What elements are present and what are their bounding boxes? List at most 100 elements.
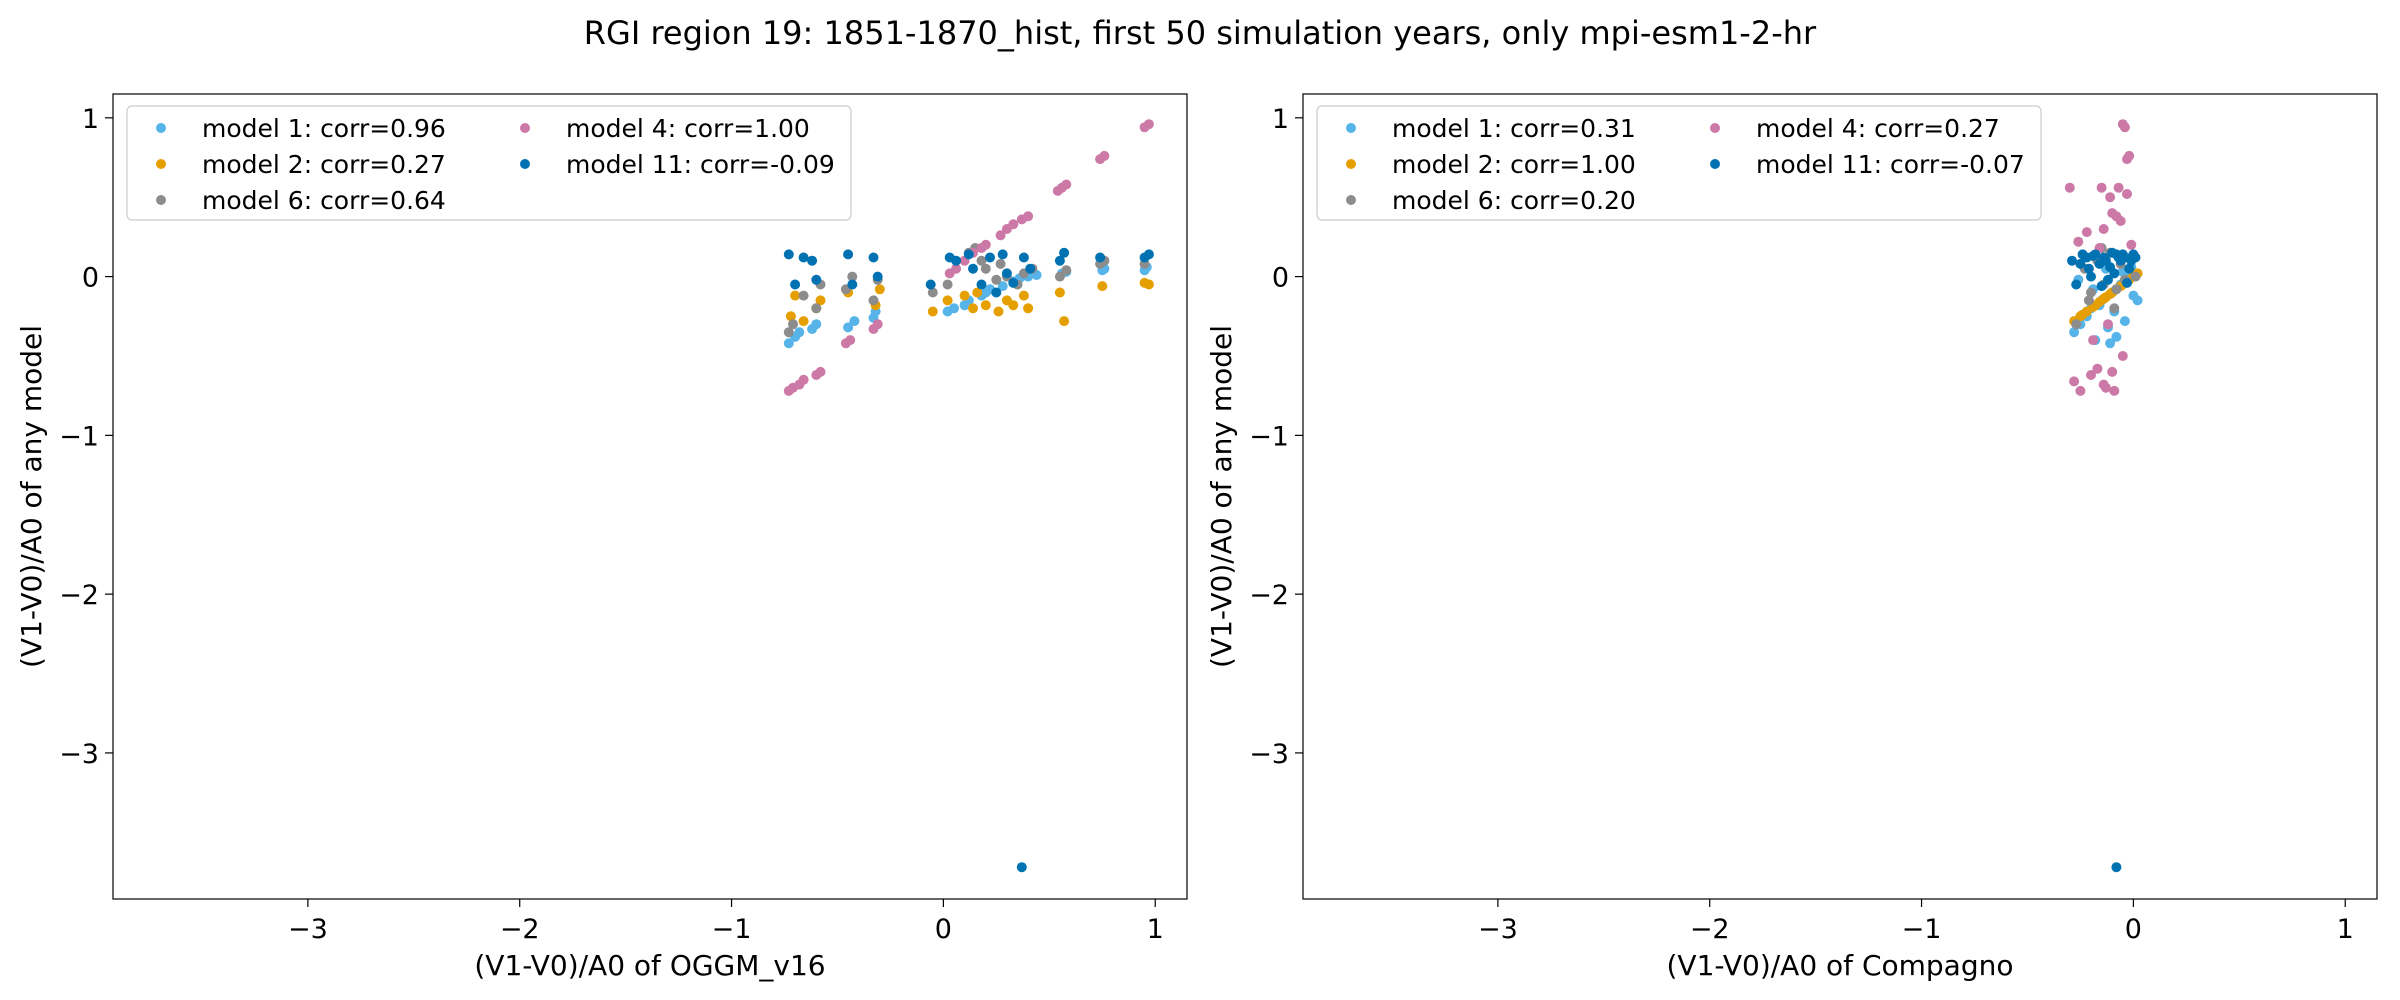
point-left-s4-26 bbox=[1143, 249, 1154, 260]
point-right-s1-14 bbox=[2098, 293, 2109, 304]
point-left-s4-0 bbox=[783, 249, 794, 260]
point-right-s4-8 bbox=[2103, 274, 2113, 285]
point-left-s0-4 bbox=[811, 319, 822, 330]
point-right-s3-4 bbox=[2086, 370, 2096, 380]
point-left-s4-24 bbox=[1095, 252, 1106, 263]
point-left-s2-22 bbox=[1061, 265, 1072, 276]
point-left-s0-16 bbox=[997, 281, 1008, 292]
point-right-s4-1 bbox=[2071, 279, 2082, 290]
point-right-s3-21 bbox=[2103, 319, 2113, 330]
legend-marker-right-2 bbox=[1346, 195, 1356, 205]
ytick-label-left-2: −1 bbox=[59, 421, 99, 452]
point-left-s3-5 bbox=[815, 366, 826, 377]
point-left-s2-3 bbox=[811, 303, 822, 314]
ytick-label-right-2: −1 bbox=[1249, 421, 1289, 452]
point-left-s3-15 bbox=[980, 239, 991, 250]
point-right-s2-10 bbox=[2130, 271, 2141, 282]
point-right-s3-8 bbox=[2105, 192, 2116, 203]
point-left-s3-16 bbox=[995, 230, 1006, 241]
point-left-s4-11 bbox=[951, 255, 962, 266]
point-left-s0-10 bbox=[949, 303, 959, 314]
xtick-label-left-4: 1 bbox=[1147, 914, 1164, 945]
point-right-s3-9 bbox=[2109, 385, 2120, 396]
point-right-s0-8 bbox=[2111, 331, 2122, 342]
ytick-label-right-0: −3 bbox=[1249, 739, 1289, 770]
point-left-s2-9 bbox=[927, 287, 938, 298]
xtick-label-right-1: −2 bbox=[1690, 914, 1730, 945]
point-left-s4-16 bbox=[991, 287, 1002, 298]
legend-label-right-3: model 4: corr=0.27 bbox=[1756, 114, 2000, 143]
point-left-s4-5 bbox=[843, 249, 854, 260]
legend-label-left-4: model 11: corr=-0.09 bbox=[566, 150, 835, 179]
point-right-s3-5 bbox=[2092, 363, 2103, 374]
point-right-s3-16 bbox=[2073, 236, 2084, 247]
ytick-label-left-1: −2 bbox=[59, 580, 99, 611]
legend-label-left-2: model 6: corr=0.64 bbox=[202, 186, 446, 215]
point-left-s1-10 bbox=[959, 290, 970, 301]
point-left-s4-1 bbox=[790, 279, 801, 290]
point-left-s1-2 bbox=[798, 316, 809, 327]
point-left-s1-20 bbox=[1059, 316, 1070, 327]
ytick-label-right-3: 0 bbox=[1272, 263, 1289, 294]
point-left-s4-21 bbox=[1025, 263, 1036, 274]
point-left-s3-23 bbox=[1061, 179, 1072, 190]
point-right-s3-18 bbox=[2098, 224, 2109, 234]
point-left-s3-18 bbox=[1008, 219, 1019, 230]
point-right-s0-10 bbox=[2119, 316, 2130, 327]
point-right-s4-23 bbox=[2113, 252, 2124, 263]
point-left-s4-18 bbox=[1001, 268, 1012, 279]
point-left-s2-13 bbox=[976, 255, 987, 266]
legend-marker-right-3 bbox=[1710, 123, 1720, 133]
points-left bbox=[783, 119, 1154, 873]
legend-marker-right-1 bbox=[1346, 159, 1356, 169]
legend-right: model 1: corr=0.31 model 2: corr=1.00 mode… bbox=[1316, 105, 2042, 221]
legend-label-right-2: model 6: corr=0.20 bbox=[1392, 186, 1636, 215]
point-left-s4-19 bbox=[1008, 277, 1019, 288]
xtick-label-right-3: 0 bbox=[2125, 914, 2142, 945]
point-left-s4-12 bbox=[963, 249, 974, 260]
panel-right: −3 −2 −1 0 1 −3 −2 −1 0 1 (V1-V0)/A0 of Compagno (V… bbox=[1205, 93, 2378, 982]
point-left-s0-0 bbox=[783, 338, 794, 349]
point-left-s4-15 bbox=[985, 252, 995, 263]
point-right-s2-6 bbox=[2109, 303, 2120, 314]
point-right-s4-21 bbox=[2122, 277, 2132, 288]
point-left-s3-7 bbox=[845, 335, 856, 346]
legend-box-left bbox=[126, 105, 852, 221]
point-right-s3-6 bbox=[2096, 182, 2107, 193]
point-right-s4-25 bbox=[2126, 255, 2137, 266]
point-left-s2-10 bbox=[942, 279, 953, 290]
legend-marker-left-3 bbox=[520, 123, 530, 133]
legend-marker-right-0 bbox=[1346, 123, 1356, 133]
point-left-s3-11 bbox=[951, 263, 962, 274]
point-right-s4-22 bbox=[2105, 262, 2116, 273]
point-left-s4-23 bbox=[1059, 247, 1070, 258]
point-left-s2-15 bbox=[991, 274, 1002, 285]
point-left-s4-27 bbox=[1016, 862, 1027, 873]
xtick-label-right-0: −3 bbox=[1478, 914, 1518, 945]
point-right-s3-17 bbox=[2088, 335, 2099, 346]
point-left-s2-1 bbox=[788, 319, 798, 330]
legend-label-left-0: model 1: corr=0.96 bbox=[202, 114, 446, 143]
xtick-label-right-4: 1 bbox=[2337, 914, 2354, 945]
point-left-s1-8 bbox=[927, 306, 938, 317]
xlabel-left: (V1-V0)/A0 of OGGM_v16 bbox=[474, 949, 825, 982]
xtick-label-left-0: −3 bbox=[288, 914, 328, 945]
point-left-s3-3 bbox=[798, 374, 809, 385]
point-left-s1-18 bbox=[1023, 303, 1034, 314]
point-left-s4-3 bbox=[807, 255, 818, 266]
point-left-s2-6 bbox=[847, 271, 858, 282]
ytick-label-left-4: 1 bbox=[82, 104, 99, 135]
point-right-s4-0 bbox=[2067, 255, 2077, 266]
point-left-s1-12 bbox=[972, 287, 983, 298]
point-right-s3-24 bbox=[2117, 351, 2128, 361]
point-right-s2-13 bbox=[2111, 284, 2122, 295]
legend-marker-left-4 bbox=[520, 159, 530, 169]
point-left-s4-22 bbox=[1054, 255, 1065, 266]
point-left-s2-16 bbox=[995, 258, 1006, 269]
figure-title: RGI region 19: 1851-1870_hist, first 50 … bbox=[584, 14, 1817, 52]
point-left-s1-9 bbox=[942, 295, 953, 306]
point-left-s2-21 bbox=[1054, 271, 1065, 282]
point-right-s4-16 bbox=[2075, 258, 2086, 269]
point-left-s4-7 bbox=[868, 252, 879, 263]
legend-label-right-0: model 1: corr=0.31 bbox=[1392, 114, 1636, 143]
